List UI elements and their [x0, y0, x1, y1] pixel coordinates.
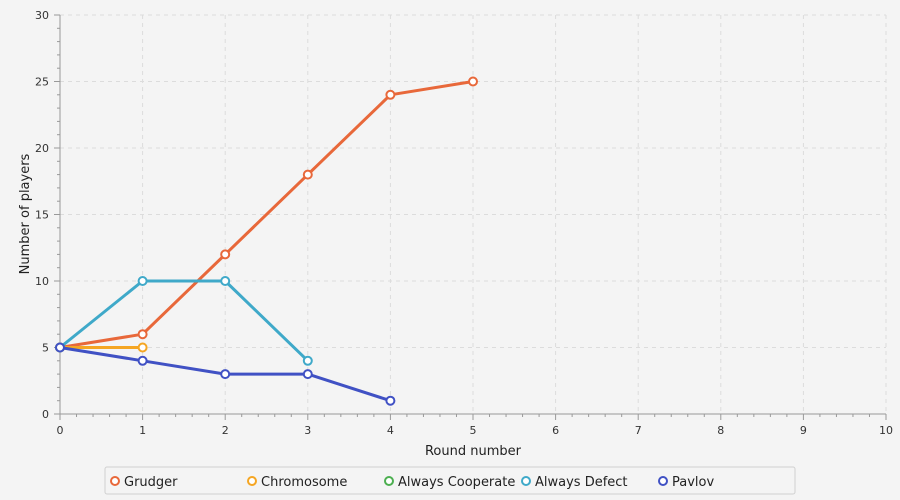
y-tick-label: 20: [35, 142, 49, 155]
data-point[interactable]: [468, 76, 478, 87]
y-tick-label: 25: [35, 76, 49, 89]
data-point[interactable]: [137, 355, 148, 366]
x-tick-label: 2: [222, 424, 229, 437]
series-lines: [55, 76, 478, 406]
data-point[interactable]: [55, 342, 65, 353]
y-tick-label: 30: [35, 9, 49, 22]
y-tick-label: 15: [35, 209, 49, 222]
y-tick-label: 0: [42, 408, 49, 421]
legend-entry[interactable]: Always Defect: [535, 475, 628, 490]
x-tick-label: 5: [470, 424, 477, 437]
data-point[interactable]: [220, 276, 231, 286]
data-point[interactable]: [137, 276, 148, 286]
x-tick-label: 7: [635, 424, 642, 437]
x-axis-title: Round number: [425, 444, 522, 459]
data-point[interactable]: [137, 329, 148, 340]
legend-entry[interactable]: Grudger: [124, 475, 178, 490]
data-point[interactable]: [302, 369, 313, 380]
y-tick-label: 10: [35, 275, 49, 288]
legend-entry[interactable]: Pavlov: [672, 475, 714, 490]
data-point[interactable]: [220, 369, 231, 380]
data-point[interactable]: [137, 342, 148, 353]
x-tick-label: 4: [387, 424, 394, 437]
x-tick-label: 3: [304, 424, 311, 437]
data-point[interactable]: [385, 89, 396, 100]
legend-marker: [521, 476, 531, 486]
legend: Grudger Chromosome Always Cooperate Always …: [104, 466, 796, 495]
legend-marker: [658, 476, 668, 486]
legend-entry[interactable]: Chromosome: [261, 475, 347, 490]
data-point[interactable]: [302, 355, 313, 366]
x-tick-label: 1: [139, 424, 146, 437]
legend-marker: [384, 476, 394, 486]
x-tick-label: 9: [800, 424, 807, 437]
series-line: [58, 80, 475, 349]
legend-marker: [110, 476, 120, 486]
legend-box: [104, 466, 796, 495]
axes: 0 1 2 3 4 5 6 7 8 9 10 0 5 10 15 20 25 30: [35, 9, 893, 437]
x-tick-label: 6: [552, 424, 559, 437]
data-point[interactable]: [220, 249, 231, 260]
data-point[interactable]: [302, 169, 313, 180]
x-tick-label: 10: [879, 424, 893, 437]
data-point[interactable]: [385, 395, 396, 406]
y-tick-label: 5: [42, 342, 49, 355]
grid: [60, 14, 887, 414]
series-line: [58, 279, 310, 363]
legend-marker: [247, 476, 257, 486]
x-tick-label: 8: [717, 424, 724, 437]
legend-entry[interactable]: Always Cooperate: [398, 475, 515, 490]
y-axis-title: Number of players: [18, 153, 33, 274]
x-tick-label: 0: [57, 424, 64, 437]
